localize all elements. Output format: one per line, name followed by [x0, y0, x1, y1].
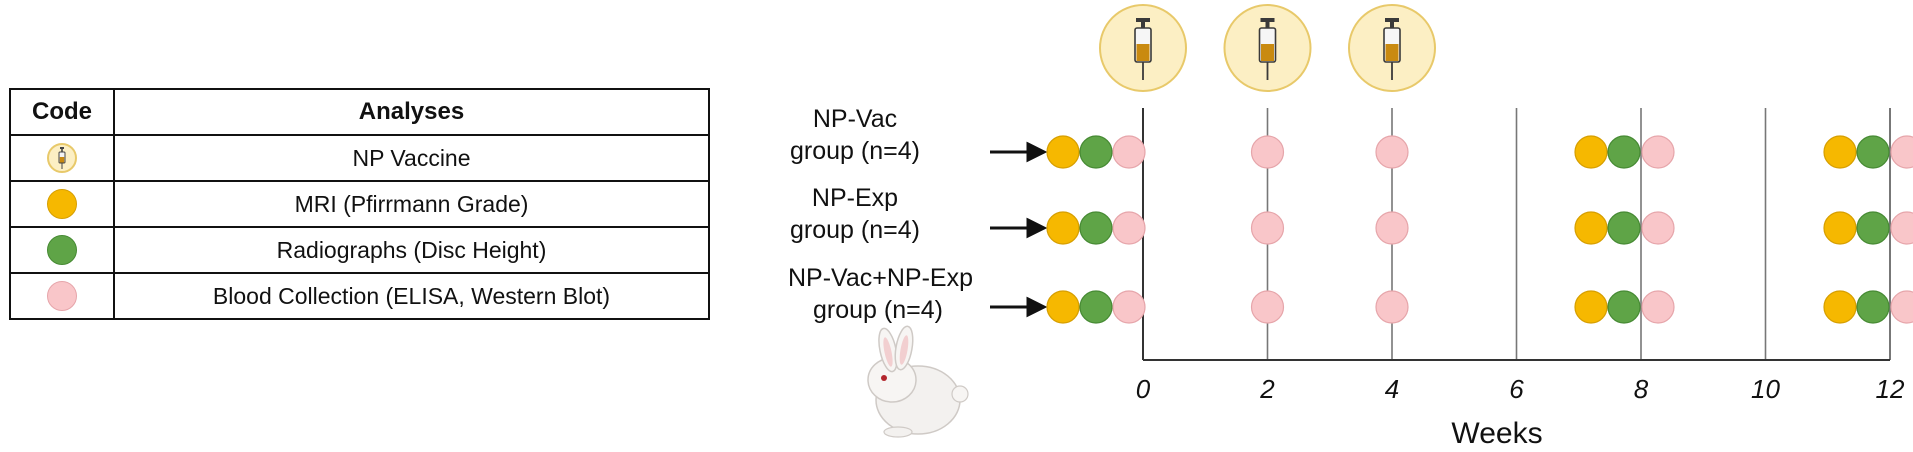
- group-name: NP-Vac+NP-Exp: [788, 264, 974, 292]
- mri-dot: [1574, 135, 1608, 169]
- tick-label-12: 12: [1876, 374, 1905, 404]
- radiograph-dot: [1856, 290, 1890, 324]
- blood-dot: [1375, 211, 1409, 245]
- blood-dot: [1375, 135, 1409, 169]
- blood-dot: [1641, 290, 1675, 324]
- tick-label-8: 8: [1634, 374, 1649, 404]
- radiograph-dot: [1079, 135, 1113, 169]
- tick-label-4: 4: [1385, 374, 1399, 404]
- blood-dot: [1641, 211, 1675, 245]
- legend-table: Code Analyses NP Vaccine: [9, 88, 710, 320]
- legend-header-row: Code Analyses: [9, 88, 710, 136]
- blood-dot: [1890, 211, 1913, 245]
- blood-dot: [1112, 135, 1146, 169]
- radiograph-dot: [1607, 135, 1641, 169]
- radiograph-dot: [1079, 290, 1113, 324]
- radiograph-dot: [1607, 211, 1641, 245]
- group-label-np-vac: NP-Vac group (n=4): [790, 103, 920, 167]
- syringe-icon: [47, 143, 77, 173]
- mri-dot-icon: [47, 189, 77, 219]
- tick-labels: 0 2 4 6 8 10 12: [1136, 374, 1905, 404]
- mri-dot: [1574, 290, 1608, 324]
- legend-label-vaccine: NP Vaccine: [113, 134, 710, 182]
- tick-label-0: 0: [1136, 374, 1151, 404]
- blood-dot: [1112, 290, 1146, 324]
- mri-dot: [1823, 211, 1857, 245]
- mri-dot: [1823, 290, 1857, 324]
- legend-label-mri: MRI (Pfirrmann Grade): [113, 180, 710, 228]
- radiograph-dot-icon: [47, 235, 77, 265]
- mri-dot: [1046, 135, 1080, 169]
- group-name: NP-Exp: [811, 184, 899, 212]
- tick-label-2: 2: [1259, 374, 1275, 404]
- tick-label-10: 10: [1751, 374, 1780, 404]
- syringe-icon: [1099, 4, 1187, 92]
- group-size: group (n=4): [790, 137, 920, 165]
- blood-dot-icon: [47, 281, 77, 311]
- vaccine-markers: [1099, 4, 1436, 92]
- legend-row-radiograph: Radiographs (Disc Height): [9, 226, 710, 274]
- group-arrows: [990, 141, 1048, 318]
- radiograph-dot: [1856, 211, 1890, 245]
- legend-header-code: Code: [9, 88, 115, 136]
- legend-label-radiograph: Radiographs (Disc Height): [113, 226, 710, 274]
- group-label-np-exp: NP-Exp group (n=4): [790, 182, 920, 246]
- radiograph-dot: [1607, 290, 1641, 324]
- mri-dot: [1823, 135, 1857, 169]
- blood-dot: [1250, 211, 1285, 245]
- radiograph-dot: [1856, 135, 1890, 169]
- group-label-np-vac-exp: NP-Vac+NP-Exp group (n=4): [788, 262, 1008, 326]
- legend-row-blood: Blood Collection (ELISA, Western Blot): [9, 272, 710, 320]
- blood-dot: [1641, 135, 1675, 169]
- radiograph-dot: [1079, 211, 1113, 245]
- blood-dot: [1375, 290, 1409, 324]
- mri-dot: [1046, 290, 1080, 324]
- blood-dot: [1250, 135, 1285, 169]
- legend-row-mri: MRI (Pfirrmann Grade): [9, 180, 710, 228]
- arrow-head: [1026, 141, 1048, 163]
- group-size: group (n=4): [790, 216, 920, 244]
- mri-dot: [1046, 211, 1080, 245]
- blood-dot: [1890, 135, 1913, 169]
- blood-dot: [1890, 290, 1913, 324]
- blood-dot: [1112, 211, 1146, 245]
- blood-dot: [1250, 290, 1285, 324]
- arrow-head: [1026, 296, 1048, 318]
- x-axis-label: Weeks: [1451, 417, 1542, 450]
- syringe-icon: [1348, 4, 1436, 92]
- mri-dot: [1574, 211, 1608, 245]
- legend-row-vaccine: NP Vaccine: [9, 134, 710, 182]
- rabbit-icon: [867, 325, 969, 438]
- group-name: NP-Vac: [812, 105, 898, 133]
- legend-label-blood: Blood Collection (ELISA, Western Blot): [113, 272, 710, 320]
- analysis-dots: [1046, 135, 1913, 324]
- syringe-icon: [1223, 4, 1312, 92]
- group-size: group (n=4): [813, 296, 943, 324]
- legend-header-analyses: Analyses: [113, 88, 710, 136]
- arrow-head: [1026, 217, 1048, 239]
- tick-label-6: 6: [1509, 374, 1524, 404]
